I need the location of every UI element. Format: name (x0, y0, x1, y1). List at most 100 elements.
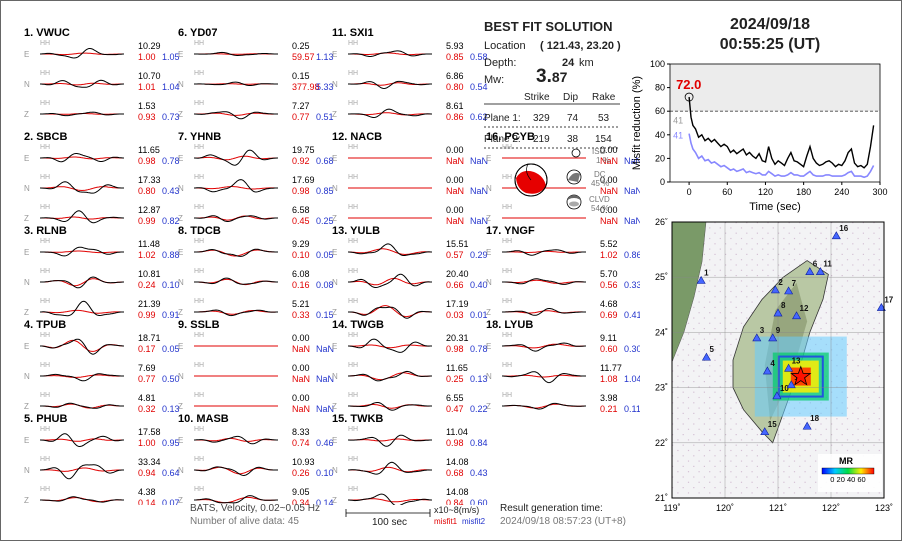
map-station: 18 (802, 414, 820, 430)
misfit1-value: 1.00 (138, 438, 156, 448)
misfit2-value: 1.04 (624, 374, 640, 384)
component-label: N (24, 184, 30, 193)
misfit2-value: 0.30 (624, 344, 640, 354)
misfit1-value: 0.84 (446, 498, 464, 505)
component-label: E (332, 342, 337, 351)
channel-tag: HH (502, 144, 512, 151)
plane2-label: Plane 2: (484, 134, 521, 145)
amplitude-value: 0.00 (600, 205, 618, 215)
iso-label: ISO (592, 147, 606, 156)
channel-tag: HH (348, 456, 358, 463)
misfit2-value: 0.40 (470, 280, 488, 290)
observed-trace (194, 215, 278, 222)
synthetic-trace (40, 374, 124, 378)
channel-tag: HH (348, 40, 358, 47)
station-triangle-icon (786, 380, 796, 389)
channel-tag: HH (194, 456, 204, 463)
observed-trace (40, 210, 124, 224)
amplitude-value: 1.53 (138, 101, 156, 111)
misfit2-value: 0.01 (470, 310, 488, 320)
misfit1-value: NaN (600, 156, 618, 166)
map-station: 2 (770, 278, 783, 294)
amplitude-value: 17.58 (138, 427, 161, 437)
lon-tick-label: 119˚ (663, 503, 680, 513)
component-label: E (332, 154, 337, 163)
depth-unit: km (579, 57, 594, 69)
amplitude-value: 10.29 (138, 41, 161, 51)
station-triangle-icon (876, 302, 886, 311)
component-label: Z (486, 214, 491, 223)
misfit2-value: 0.86 (624, 250, 640, 260)
component-label: N (24, 372, 30, 381)
location-value: ( 121.43, 23.20 ) (540, 40, 621, 52)
misfit2-value: 0.22 (470, 404, 488, 414)
station-triangle-icon (802, 421, 812, 430)
misfit2-value: 0.73 (162, 112, 180, 122)
channel-tag: HH (348, 238, 358, 245)
channel-tag: HH (40, 298, 50, 305)
component-label: Z (24, 308, 29, 317)
station-block: 17. YNGF E HH 5.521.02 0.86 N HH 5.700.56 0.33 Z H… (486, 225, 640, 320)
misfit1-value: 0.98 (446, 344, 464, 354)
station-label: 14. TWGB (332, 319, 384, 331)
misfit2-value: 0.62 (470, 112, 488, 122)
observed-trace (40, 153, 124, 163)
misfit2-value: 0.41 (624, 310, 640, 320)
amplitude-value: 3.98 (600, 393, 618, 403)
observed-trace (348, 306, 432, 319)
station-block: 3. RLNB E HH 11.481.02 0.88 N HH 10.810.24 0.10 Z… (24, 225, 180, 320)
threshold-band (670, 64, 880, 112)
map-station: 5 (701, 345, 714, 361)
lat-tick-label: 22˚ (655, 438, 668, 448)
component-label: E (332, 50, 337, 59)
synthetic-trace (40, 467, 124, 472)
component-label: E (24, 342, 29, 351)
misfit1-value: 1.02 (138, 250, 156, 260)
station-block: 2. SBCB E HH 11.650.98 0.78 N HH 17.330.80 0.43 Z… (24, 131, 180, 226)
observed-trace (348, 370, 432, 382)
component-label: N (24, 466, 30, 475)
amplitude-value: 6.86 (446, 71, 464, 81)
component-label: E (178, 436, 183, 445)
amplitude-value: 11.65 (138, 145, 160, 155)
channel-tag: HH (502, 174, 512, 181)
component-label: E (486, 248, 491, 257)
event-date: 2024/09/18 (729, 16, 811, 33)
depth-label: Depth: (484, 57, 517, 69)
legend-ticks: 0 20 40 60 (830, 475, 865, 484)
station-triangle-icon (762, 366, 772, 375)
component-label: E (178, 342, 183, 351)
station-number: 11 (823, 260, 832, 269)
station-map: 123456789101112131415161718119˚120˚121˚1… (655, 218, 894, 513)
synthetic-trace (348, 277, 432, 286)
channel-tag: HH (502, 238, 512, 245)
channel-tag: HH (194, 174, 204, 181)
channel-tag: HH (348, 100, 358, 107)
component-label: Z (24, 214, 29, 223)
amplitude-value: 33.34 (138, 457, 161, 467)
amplitude-value: 7.69 (138, 363, 156, 373)
map-station: 16 (831, 224, 849, 240)
observed-trace (40, 181, 124, 194)
amplitude-value: 9.05 (292, 487, 310, 497)
plane2-strike: 219 (533, 134, 550, 145)
observed-trace (502, 402, 586, 410)
mw-main: 3. (536, 66, 552, 87)
component-label: E (332, 248, 337, 257)
misfit1-value: NaN (292, 404, 310, 414)
location-label: Location (484, 40, 526, 52)
station-number: 7 (792, 279, 797, 288)
observed-trace (348, 434, 432, 447)
station-label: 3. RLNB (24, 225, 67, 237)
amplitude-value: 11.65 (446, 363, 468, 373)
misfit1-value: 0.45 (292, 216, 310, 226)
plane2-dip: 38 (567, 134, 579, 145)
x-tick-label: 120 (758, 187, 773, 197)
amplitude-value: 10.70 (138, 71, 161, 81)
misfit1-value: 0.24 (138, 280, 156, 290)
component-label: E (24, 248, 29, 257)
station-number: 18 (810, 414, 819, 423)
misfit1-value: 0.21 (600, 404, 618, 414)
observed-trace (40, 338, 124, 355)
